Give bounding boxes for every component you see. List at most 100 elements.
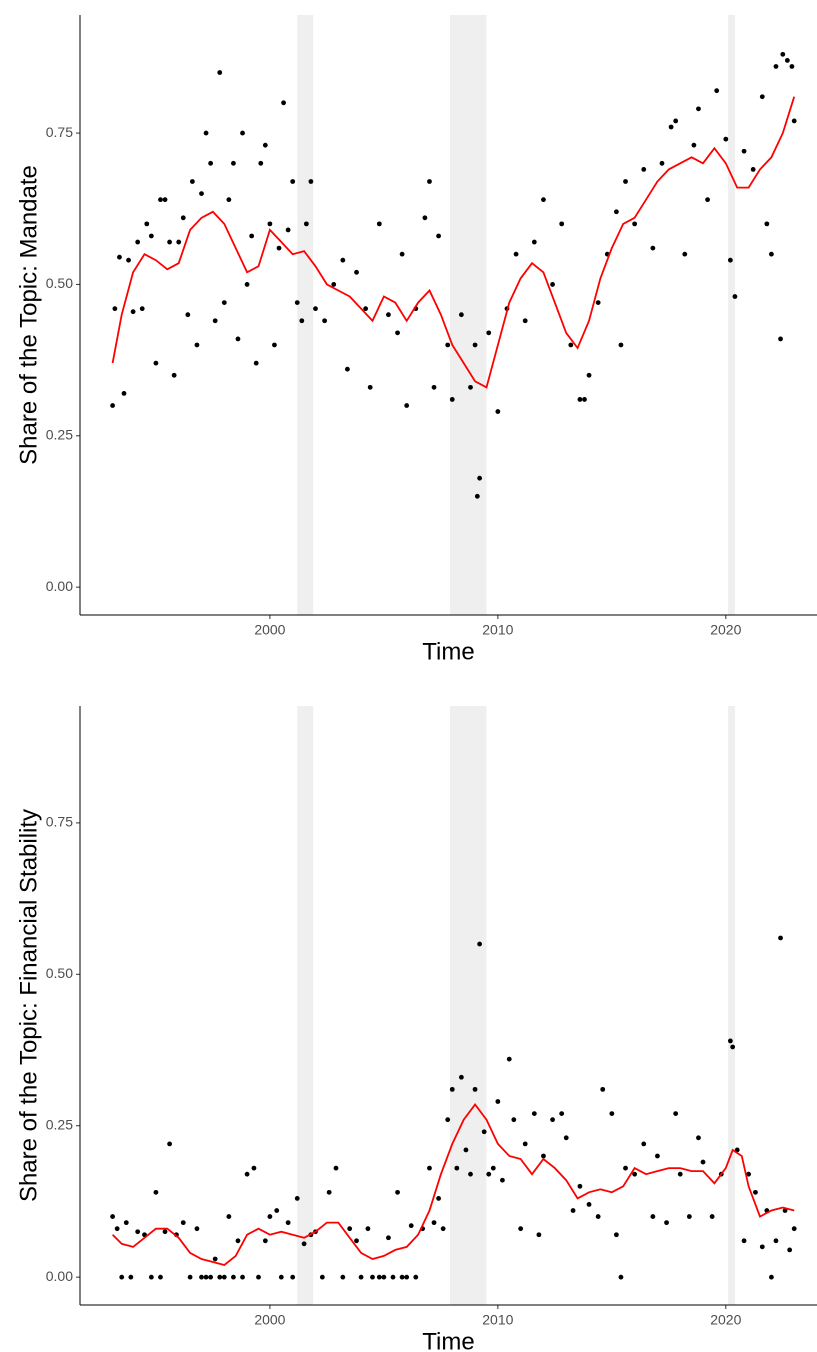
point [750,166,756,172]
point [541,1153,546,1159]
x-tick-label: 2020 [710,1312,741,1328]
point [559,221,565,227]
point [135,1229,141,1235]
point [226,197,232,203]
point [536,1232,542,1238]
point [668,124,674,130]
point [541,197,546,203]
point [477,475,483,481]
point [696,1135,701,1141]
point [290,179,296,184]
point [531,239,537,245]
point [399,251,405,257]
point [486,330,492,336]
point [586,1202,592,1207]
y-tick-label: 0.25 [46,1116,73,1132]
point [404,403,410,408]
point [454,1165,460,1171]
point [404,1274,410,1280]
point [531,1111,537,1117]
point [333,1165,339,1171]
point [753,1189,758,1195]
point [577,397,583,402]
point [363,306,369,312]
point [705,197,710,203]
point [623,179,628,184]
recession-band [728,15,735,615]
point [285,1220,291,1226]
point [344,366,350,372]
point [212,318,218,324]
point [791,1226,797,1232]
point [445,342,451,348]
point [253,360,259,366]
point [231,160,236,166]
point [281,100,286,106]
point [696,106,701,112]
point [427,179,432,184]
point [495,409,501,414]
point [381,1274,387,1280]
point [244,1171,250,1177]
x-tick-label: 2020 [710,622,741,638]
point [390,1274,396,1280]
point [486,1171,492,1177]
point [550,282,555,287]
point [741,1238,747,1244]
point [632,1171,638,1177]
point [506,1056,512,1062]
point [673,118,679,124]
point [445,1117,451,1123]
point [308,179,314,184]
point [568,342,574,348]
point [395,1189,400,1195]
point [787,1247,793,1253]
y-tick-label: 0.75 [46,124,73,140]
point [130,309,136,315]
point [376,221,382,227]
point [586,372,592,378]
point [235,336,241,342]
point [769,251,774,257]
point [709,1214,715,1219]
point [789,64,795,69]
point [472,342,478,348]
point [294,300,300,305]
point [162,197,168,203]
point [449,397,455,402]
point [659,160,665,166]
point [609,1111,615,1117]
point [326,1189,332,1195]
point [490,1165,496,1171]
point [427,1165,432,1171]
point [285,227,291,233]
point [148,1274,154,1280]
point [117,254,122,260]
point [231,1274,236,1280]
point [436,1196,441,1201]
point [194,1226,200,1232]
point [347,1226,353,1232]
point [185,312,191,318]
point [778,935,783,941]
point [477,941,483,947]
point [618,1274,624,1280]
point [128,1274,134,1280]
point [167,239,172,245]
point [123,1220,129,1226]
point [727,257,733,263]
point [208,160,214,166]
point [199,191,204,197]
y-tick-label: 0.75 [46,814,73,830]
point [267,221,273,227]
point [272,342,277,348]
point [559,1111,565,1117]
point [730,1044,736,1050]
point [727,1038,733,1044]
point [623,1165,628,1171]
point [664,1220,669,1226]
point [303,221,309,227]
point [354,1238,359,1244]
recession-band [297,15,314,615]
